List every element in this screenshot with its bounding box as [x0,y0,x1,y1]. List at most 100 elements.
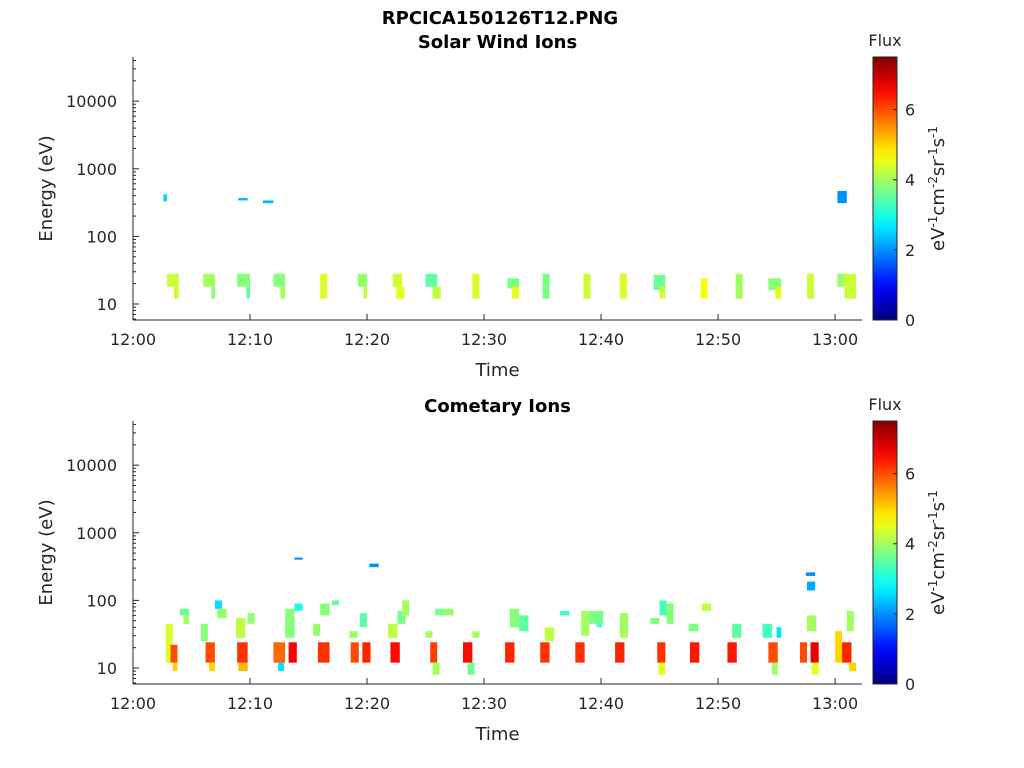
heatmap-cell [425,273,438,287]
heatmap-cell [732,623,742,638]
colorbar-tick-label: 0 [905,675,915,694]
units-base: cm [928,188,949,215]
heatmap-cell [238,197,248,201]
units-exponent: -2 [926,540,940,552]
heatmap-cell [363,286,368,299]
units-exponent: -1 [926,126,940,138]
y-tick-label: 100 [86,227,117,246]
x-tick-label: 12:50 [695,694,741,713]
heatmap-cell [317,642,330,663]
heatmap-cell [657,642,666,663]
heatmap-cell [467,662,475,675]
units-exponent: -1 [926,490,940,502]
heatmap-cell [238,662,248,672]
units-base: s [928,502,949,511]
units-base: eV [928,227,949,251]
x-tick-label: 12:50 [695,330,741,349]
heatmap-cell [837,190,847,204]
heatmap-cell [771,662,778,675]
heatmap-cell [217,608,227,618]
colorbar-tick-label: 4 [905,171,915,190]
heatmap-cell [575,642,585,663]
units-exponent: -1 [926,216,940,228]
heatmap-cell [727,642,737,663]
colorbar-tick-label: 4 [905,535,915,554]
heatmap-cell [313,623,321,636]
heatmap-cell [472,273,480,299]
heatmap-cell [842,642,852,663]
heatmap-cell [285,608,295,638]
heatmap-cell [659,600,667,616]
heatmap-cell [170,644,178,663]
heatmap-cell [805,572,816,576]
heatmap-cell [203,273,215,287]
heatmap-cell [392,273,403,287]
units-exponent: -2 [926,176,940,188]
heatmap-cell [583,273,591,299]
x-tick-label: 12:00 [110,694,156,713]
panel-title: Cometary Ions [424,396,571,417]
heatmap-cell [246,286,251,299]
heatmap-cell [172,662,178,672]
heatmap-cell [653,274,666,291]
heatmap-cells [165,557,857,675]
heatmap-cell [837,273,850,287]
heatmap-cells [163,190,857,299]
x-tick-label: 13:00 [812,330,858,349]
x-tick-label: 12:20 [344,330,390,349]
heatmap-cell [775,286,782,299]
colorbar-tick-label: 0 [905,311,915,330]
heatmap-cell [430,642,438,663]
heatmap-cell [505,642,515,663]
x-tick-label: 12:10 [227,330,273,349]
y-axis-label: Energy (eV) [36,499,57,605]
heatmap-cell [589,610,604,624]
colorbar [872,420,898,685]
heatmap-cell [542,273,550,299]
heatmap-cell [472,631,480,638]
heatmap-cell [444,608,454,616]
heatmap-cell [735,273,743,299]
heatmap-cell [278,662,284,672]
cometary-ions-panel: Cometary Ions 12:00 12:10 12:20 12:30 12:40 12… [36,395,949,745]
heatmap-cell [810,642,819,663]
x-tick-label: 12:10 [227,694,273,713]
colorbar-tick-label: 6 [905,465,915,484]
heatmap-cell [425,631,433,638]
y-axis-label: Energy (eV) [36,135,57,241]
heatmap-cell [173,286,179,299]
heatmap-cell [807,581,816,591]
x-axis-label: Time [474,724,519,745]
heatmap-cell [247,613,255,624]
heatmap-cell [235,617,246,638]
heatmap-cell [596,620,603,628]
x-axis-label: Time [474,360,519,381]
y-tick-label: 10000 [66,456,117,475]
heatmap-cell [390,642,400,663]
heatmap-cell [288,642,297,663]
heatmap-cell [432,662,440,675]
heatmap-cell [166,273,179,287]
y-tick-label: 1000 [76,160,117,179]
heatmap-cell [432,286,441,299]
heatmap-cell [200,623,208,642]
figure-title: RPCICA150126T12.PNG [382,8,618,29]
heatmap-cell [849,662,857,672]
heatmap-cell [540,642,550,663]
heatmap-cell [273,642,286,663]
heatmap-cell [262,200,274,204]
heatmap-cell [807,615,817,632]
heatmap-cell [396,286,405,299]
heatmap-cell [689,642,700,663]
heatmap-cell [619,613,628,638]
heatmap-cell [762,623,772,638]
panel-title: Solar Wind Ions [418,32,577,53]
x-tick-label: 12:40 [578,694,624,713]
heatmap-cell [688,623,699,632]
heatmap-cell [163,194,167,202]
x-tick-label: 12:30 [461,330,507,349]
heatmap-cell [544,627,555,642]
heatmap-cell [507,278,520,289]
x-tick-label: 12:30 [461,694,507,713]
